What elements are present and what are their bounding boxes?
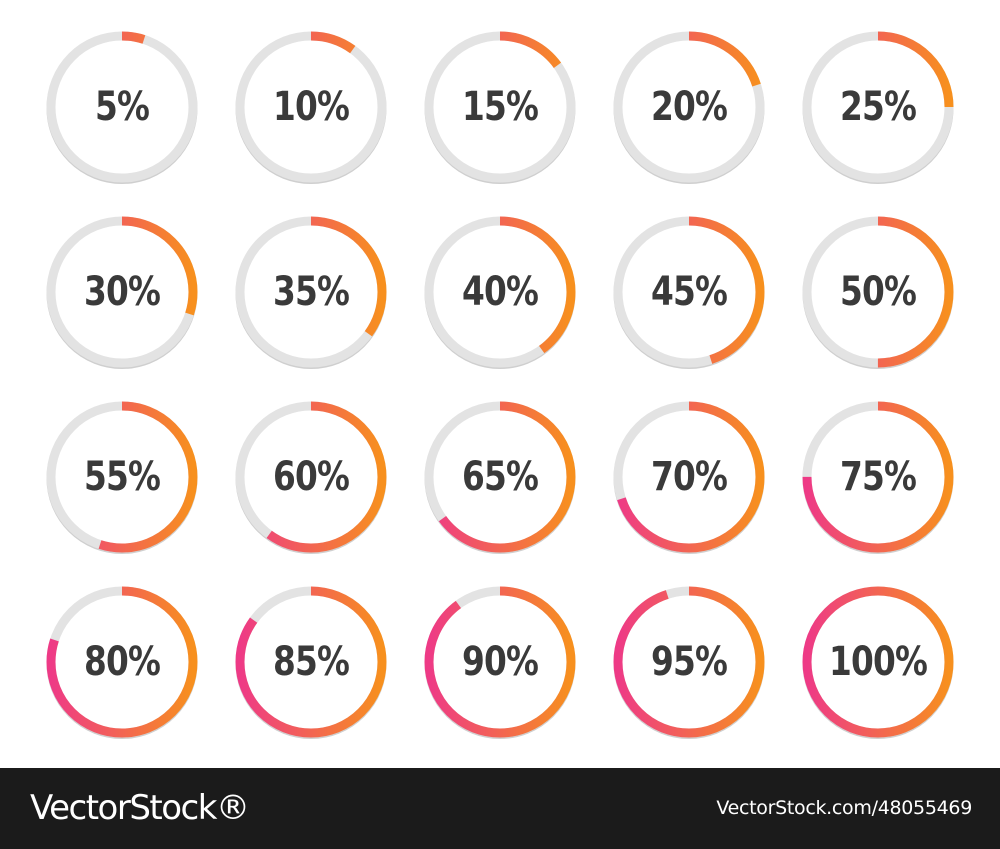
progress-ring-graphic bbox=[802, 586, 954, 739]
progress-ring-graphic bbox=[46, 586, 198, 739]
progress-percent-label: 30% bbox=[83, 269, 161, 315]
watermark-footer: VectorStock® VectorStock.com/48055469 bbox=[0, 768, 1000, 849]
progress-ring-graphic bbox=[46, 401, 198, 554]
progress-ring-graphic bbox=[46, 216, 198, 369]
ring-progress-arc bbox=[46, 31, 198, 183]
progress-percent-label: 100% bbox=[828, 639, 928, 685]
progress-ring-graphic bbox=[235, 216, 387, 369]
brand-logo: VectorStock® bbox=[30, 788, 250, 828]
ring-progress-arc bbox=[235, 31, 387, 183]
ring-progress-arc bbox=[46, 401, 198, 553]
ring-progress-arc bbox=[424, 586, 576, 738]
progress-ring-60: 60% bbox=[233, 399, 389, 555]
progress-ring-5: 5% bbox=[44, 29, 200, 185]
progress-percent-label: 95% bbox=[650, 639, 728, 685]
progress-ring-graphic bbox=[613, 216, 765, 369]
progress-ring-100: 100% bbox=[800, 584, 956, 740]
ring-progress-arc bbox=[613, 216, 765, 368]
progress-ring-30: 30% bbox=[44, 214, 200, 370]
progress-ring-graphic bbox=[424, 31, 576, 184]
progress-ring-50: 50% bbox=[800, 214, 956, 370]
progress-ring-graphic bbox=[235, 31, 387, 184]
progress-percent-label: 75% bbox=[839, 454, 917, 500]
progress-ring-35: 35% bbox=[233, 214, 389, 370]
progress-percent-label: 80% bbox=[83, 639, 161, 685]
progress-ring-65: 65% bbox=[422, 399, 578, 555]
progress-ring-graphic bbox=[235, 401, 387, 554]
progress-ring-45: 45% bbox=[611, 214, 767, 370]
progress-ring-20: 20% bbox=[611, 29, 767, 185]
progress-percent-label: 35% bbox=[272, 269, 350, 315]
progress-ring-80: 80% bbox=[44, 584, 200, 740]
progress-percent-label: 50% bbox=[839, 269, 917, 315]
progress-ring-graphic bbox=[613, 31, 765, 184]
progress-percent-label: 55% bbox=[83, 454, 161, 500]
progress-percent-label: 40% bbox=[461, 269, 539, 315]
ring-progress-arc bbox=[46, 216, 198, 368]
progress-ring-graphic bbox=[235, 586, 387, 739]
progress-percent-label: 20% bbox=[650, 84, 728, 130]
progress-ring-40: 40% bbox=[422, 214, 578, 370]
progress-ring-graphic bbox=[613, 401, 765, 554]
progress-ring-graphic bbox=[613, 586, 765, 739]
progress-percent-label: 5% bbox=[94, 84, 150, 130]
ring-progress-arc bbox=[802, 586, 954, 738]
ring-progress-arc bbox=[802, 216, 954, 368]
progress-ring-10: 10% bbox=[233, 29, 389, 185]
progress-percent-label: 25% bbox=[839, 84, 917, 130]
image-id-text: VectorStock.com/48055469 bbox=[716, 797, 972, 819]
ring-progress-arc bbox=[424, 31, 576, 183]
progress-ring-55: 55% bbox=[44, 399, 200, 555]
progress-ring-graphic bbox=[802, 401, 954, 554]
ring-progress-arc bbox=[235, 401, 387, 553]
progress-ring-grid: 5% 10% 15% 20% 25% 30% 35% 40% 45% 50% 55% 60% 65% 70… bbox=[44, 29, 956, 740]
ring-progress-arc bbox=[802, 31, 954, 183]
progress-percent-label: 10% bbox=[272, 84, 350, 130]
ring-progress-arc bbox=[802, 401, 954, 553]
progress-ring-graphic bbox=[802, 216, 954, 369]
progress-percent-label: 90% bbox=[461, 639, 539, 685]
progress-ring-25: 25% bbox=[800, 29, 956, 185]
ring-progress-arc bbox=[235, 586, 387, 738]
progress-percent-label: 85% bbox=[272, 639, 350, 685]
progress-percent-label: 45% bbox=[650, 269, 728, 315]
progress-ring-90: 90% bbox=[422, 584, 578, 740]
progress-percent-label: 15% bbox=[461, 84, 539, 130]
progress-ring-graphic bbox=[424, 586, 576, 739]
progress-percent-label: 70% bbox=[650, 454, 728, 500]
progress-percent-label: 65% bbox=[461, 454, 539, 500]
progress-percent-label: 60% bbox=[272, 454, 350, 500]
ring-progress-arc bbox=[46, 586, 198, 738]
progress-ring-15: 15% bbox=[422, 29, 578, 185]
ring-progress-arc bbox=[235, 216, 387, 368]
ring-progress-arc bbox=[613, 31, 765, 183]
progress-ring-graphic bbox=[802, 31, 954, 184]
progress-ring-95: 95% bbox=[611, 584, 767, 740]
progress-ring-graphic bbox=[424, 216, 576, 369]
ring-progress-arc bbox=[613, 401, 765, 553]
ring-progress-arc bbox=[424, 401, 576, 553]
progress-ring-graphic bbox=[46, 31, 198, 184]
ring-progress-arc bbox=[424, 216, 576, 368]
ring-progress-arc bbox=[613, 586, 765, 738]
progress-ring-graphic bbox=[424, 401, 576, 554]
progress-ring-75: 75% bbox=[800, 399, 956, 555]
progress-ring-85: 85% bbox=[233, 584, 389, 740]
progress-ring-70: 70% bbox=[611, 399, 767, 555]
